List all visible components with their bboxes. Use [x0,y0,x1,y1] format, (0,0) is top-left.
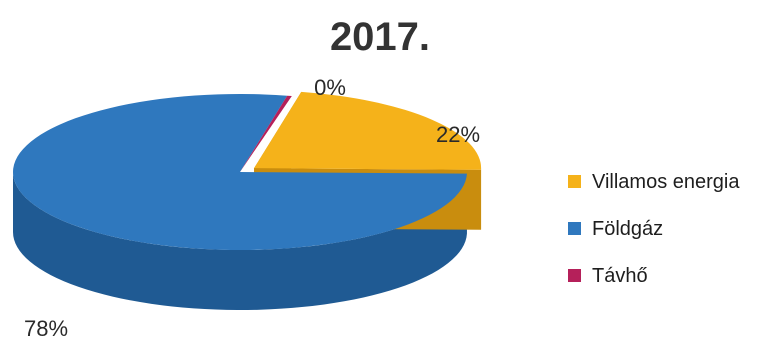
legend-swatch [568,175,581,188]
slice-tavho [240,95,292,172]
legend-label: Távhő [592,265,648,287]
slice-foldgaz-side [13,172,467,310]
legend: Villamos energia Földgáz Távhő [568,171,740,287]
legend-item-tavho: Távhő [568,265,648,287]
data-label-villamos-energia: 22% [436,122,480,147]
slice-villamos-energia [254,91,482,170]
legend-label: Villamos energia [592,171,740,193]
legend-item-villamos-energia: Villamos energia [568,171,740,193]
data-label-foldgaz: 78% [24,316,68,341]
chart-title: 2017. [330,15,430,59]
data-label-tavho: 0% [314,75,346,100]
legend-label: Földgáz [592,218,663,240]
legend-item-foldgaz: Földgáz [568,218,663,240]
legend-swatch [568,222,581,235]
legend-swatch [568,269,581,282]
pie-group [12,91,482,310]
slice-foldgaz [12,94,467,251]
data-labels: 22% 78% 0% [24,75,480,341]
